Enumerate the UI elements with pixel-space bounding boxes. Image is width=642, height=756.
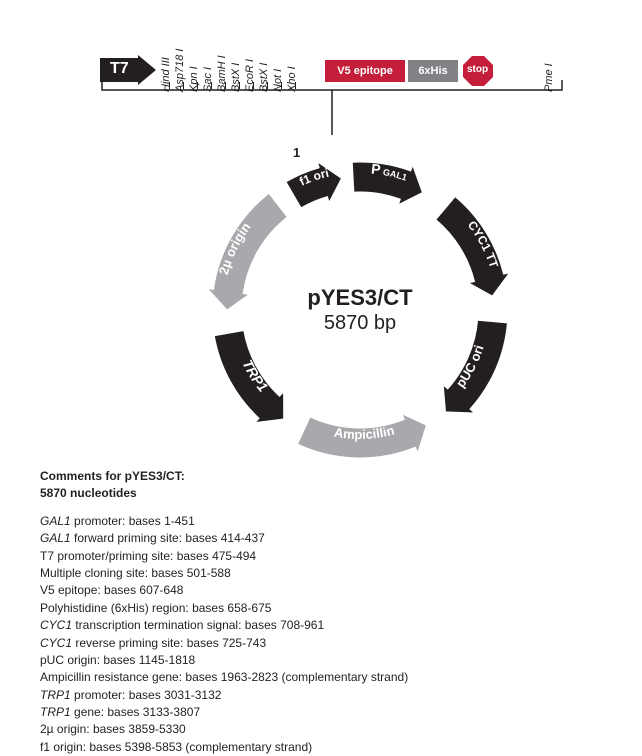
comment-text: promoter: bases 1-451 bbox=[71, 514, 195, 528]
comments-header: Comments for pYES3/CT: 5870 nucleotides bbox=[40, 468, 600, 503]
his-label: 6xHis bbox=[418, 65, 447, 77]
segment-label: Ampicillin bbox=[333, 423, 396, 443]
comments-block: Comments for pYES3/CT: 5870 nucleotides … bbox=[40, 468, 600, 756]
comment-line: pUC origin: bases 1145-1818 bbox=[40, 652, 600, 669]
comment-line: V5 epitope: bases 607-648 bbox=[40, 582, 600, 599]
comments-list: GAL1 promoter: bases 1-451GAL1 forward p… bbox=[40, 513, 600, 756]
v5-epitope-tag: V5 epitope bbox=[325, 60, 405, 82]
comment-line: TRP1 gene: bases 3133-3807 bbox=[40, 704, 600, 721]
plasmid-segment bbox=[436, 197, 510, 296]
comment-italic: TRP1 bbox=[40, 688, 71, 702]
comment-italic: GAL1 bbox=[40, 514, 71, 528]
comment-text: 2µ origin: bases 3859-5330 bbox=[40, 722, 186, 736]
comment-text: Polyhistidine (6xHis) region: bases 658-… bbox=[40, 601, 271, 615]
comment-text: gene: bases 3133-3807 bbox=[71, 705, 200, 719]
comment-line: GAL1 promoter: bases 1-451 bbox=[40, 513, 600, 530]
comment-text: forward priming site: bases 414-437 bbox=[71, 531, 265, 545]
comment-line: 2µ origin: bases 3859-5330 bbox=[40, 721, 600, 738]
comment-text: Multiple cloning site: bases 501-588 bbox=[40, 566, 231, 580]
plasmid-map: P GAL1CYC1 TTpUC oriAmpicillinTRP12µ ori… bbox=[180, 130, 540, 490]
comments-header-line1: Comments for pYES3/CT: bbox=[40, 469, 185, 483]
comment-italic: CYC1 bbox=[40, 636, 72, 650]
comment-italic: GAL1 bbox=[40, 531, 71, 545]
comment-line: Ampicillin resistance gene: bases 1963-2… bbox=[40, 669, 600, 686]
comment-line: T7 promoter/priming site: bases 475-494 bbox=[40, 548, 600, 565]
stop-label: stop bbox=[467, 64, 488, 75]
comment-text: T7 promoter/priming site: bases 475-494 bbox=[40, 549, 256, 563]
comment-line: f1 origin: bases 5398-5853 (complementar… bbox=[40, 739, 600, 756]
t7-label: T7 bbox=[110, 60, 129, 78]
comments-header-line2: 5870 nucleotides bbox=[40, 486, 137, 500]
comment-line: GAL1 forward priming site: bases 414-437 bbox=[40, 530, 600, 547]
comment-line: CYC1 reverse priming site: bases 725-743 bbox=[40, 635, 600, 652]
comment-text: reverse priming site: bases 725-743 bbox=[72, 636, 266, 650]
comment-text: f1 origin: bases 5398-5853 (complementar… bbox=[40, 740, 312, 754]
position-1-marker: 1 bbox=[293, 145, 300, 160]
comment-line: Polyhistidine (6xHis) region: bases 658-… bbox=[40, 600, 600, 617]
v5-label: V5 epitope bbox=[337, 65, 393, 77]
figure-container: T7 Hind IIIAsp718 IKpn ISac IBamH IBstX … bbox=[0, 0, 642, 751]
plasmid-name: pYES3/CT bbox=[180, 285, 540, 311]
comment-text: V5 epitope: bases 607-648 bbox=[40, 583, 183, 597]
comment-italic: TRP1 bbox=[40, 705, 71, 719]
comment-line: CYC1 transcription termination signal: b… bbox=[40, 617, 600, 634]
comment-text: pUC origin: bases 1145-1818 bbox=[40, 653, 195, 667]
plasmid-size: 5870 bp bbox=[180, 312, 540, 335]
comment-line: TRP1 promoter: bases 3031-3132 bbox=[40, 687, 600, 704]
comment-line: Multiple cloning site: bases 501-588 bbox=[40, 565, 600, 582]
comment-text: Ampicillin resistance gene: bases 1963-2… bbox=[40, 670, 408, 684]
comment-text: transcription termination signal: bases … bbox=[72, 618, 324, 632]
his-tag: 6xHis bbox=[408, 60, 458, 82]
mcs-bar: T7 Hind IIIAsp718 IKpn ISac IBamH IBstX … bbox=[100, 30, 590, 100]
comment-italic: CYC1 bbox=[40, 618, 72, 632]
plasmid-segment bbox=[286, 162, 341, 208]
comment-text: promoter: bases 3031-3132 bbox=[71, 688, 222, 702]
